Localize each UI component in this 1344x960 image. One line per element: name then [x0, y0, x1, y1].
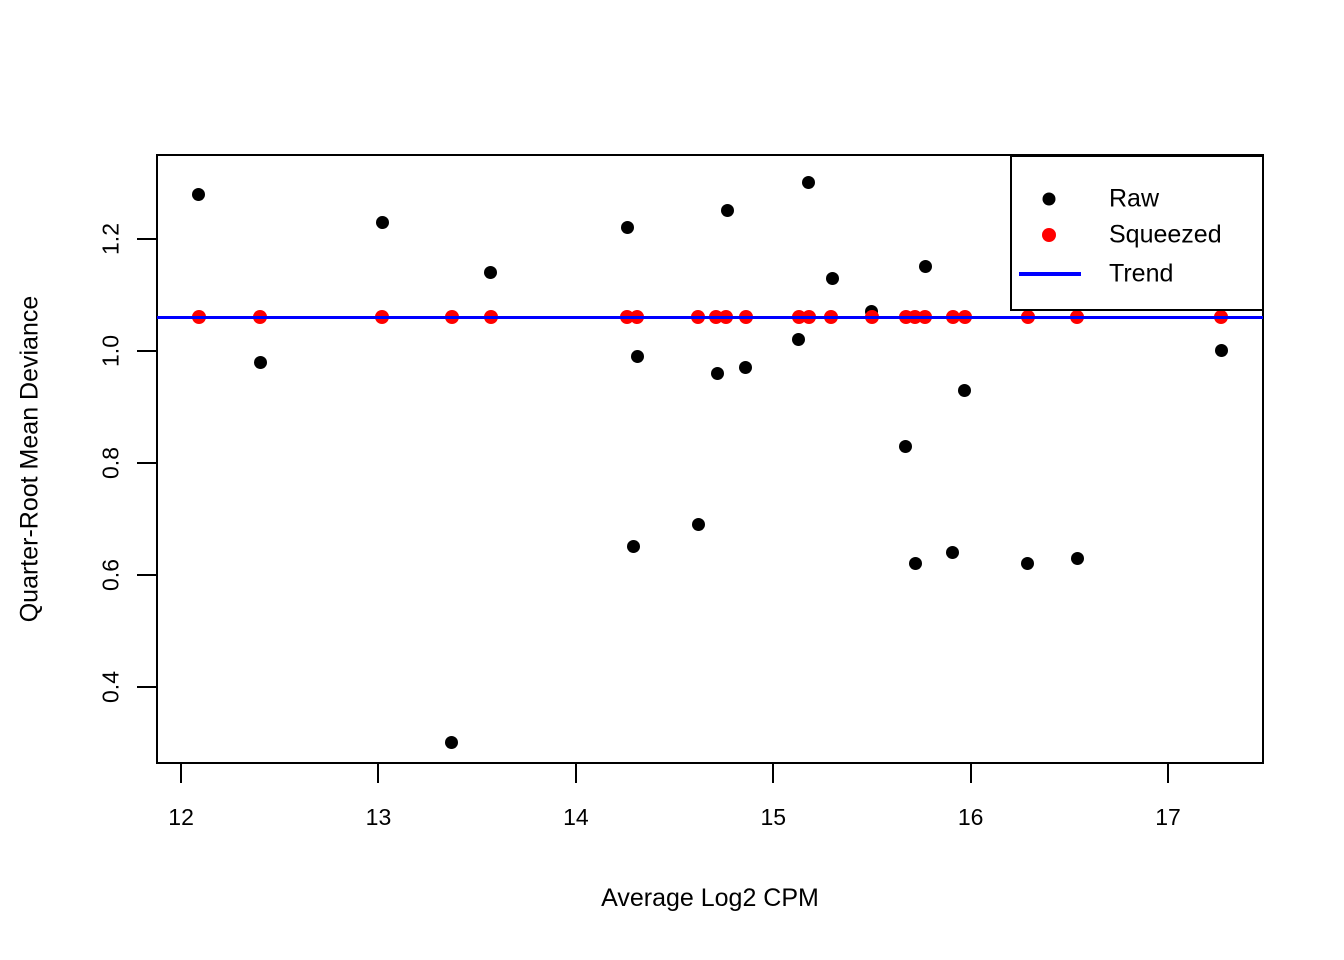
raw-point: [899, 439, 913, 453]
raw-point: [630, 350, 644, 364]
raw-point: [958, 383, 972, 397]
raw-point: [1021, 557, 1035, 571]
raw-point: [620, 221, 634, 235]
legend-label-raw: Raw: [1109, 184, 1160, 213]
legend-label-squeezed: Squeezed: [1109, 220, 1222, 249]
y-tick: [137, 349, 157, 352]
x-tick: [574, 763, 577, 783]
raw-point: [691, 518, 705, 531]
raw-point: [445, 736, 458, 750]
x-tick: [969, 763, 972, 783]
y-tick-label: 0.6: [97, 558, 124, 591]
raw-point: [721, 204, 735, 218]
x-tick-label: 14: [563, 804, 589, 830]
x-tick: [377, 763, 380, 783]
y-tick: [137, 461, 157, 464]
trend-line: [157, 315, 1263, 319]
y-tick: [137, 685, 157, 688]
raw-point: [375, 215, 389, 229]
raw-point: [792, 333, 806, 347]
raw-point: [192, 187, 206, 201]
y-tick-label: 0.8: [97, 446, 124, 479]
x-tick-label: 17: [1155, 804, 1181, 830]
legend-label-trend: Trend: [1109, 259, 1174, 288]
y-tick-label: 1.2: [97, 222, 124, 255]
y-tick-label: 0.4: [97, 670, 124, 703]
raw-legend-marker-icon: [1042, 192, 1056, 206]
x-tick: [1167, 763, 1170, 783]
raw-point: [908, 557, 922, 571]
legend-box: Raw Squeezed Trend: [1010, 155, 1264, 311]
y-tick: [137, 573, 157, 576]
raw-point: [253, 355, 267, 369]
y-axis-title: Quarter-Root Mean Deviance: [15, 295, 44, 623]
raw-point: [946, 545, 960, 559]
raw-point: [918, 260, 932, 274]
plot-area-border: [156, 154, 1264, 764]
x-tick-label: 12: [168, 804, 194, 830]
raw-point: [739, 361, 753, 375]
raw-point: [1070, 551, 1084, 565]
raw-point: [626, 540, 640, 554]
trend-legend-marker-icon: [1019, 272, 1081, 276]
y-tick: [137, 237, 157, 240]
x-tick: [772, 763, 775, 783]
raw-point: [802, 176, 816, 190]
raw-point: [711, 366, 725, 380]
raw-point: [484, 266, 498, 280]
raw-point: [825, 271, 839, 285]
x-axis-title: Average Log2 CPM: [601, 884, 819, 912]
x-tick-label: 16: [957, 804, 984, 830]
squeezed-legend-marker-icon: [1042, 228, 1056, 242]
x-tick-label: 15: [760, 804, 787, 830]
x-tick-label: 13: [365, 804, 392, 830]
raw-point: [1214, 344, 1228, 358]
x-tick: [180, 763, 183, 783]
y-tick-label: 1.0: [97, 334, 124, 367]
